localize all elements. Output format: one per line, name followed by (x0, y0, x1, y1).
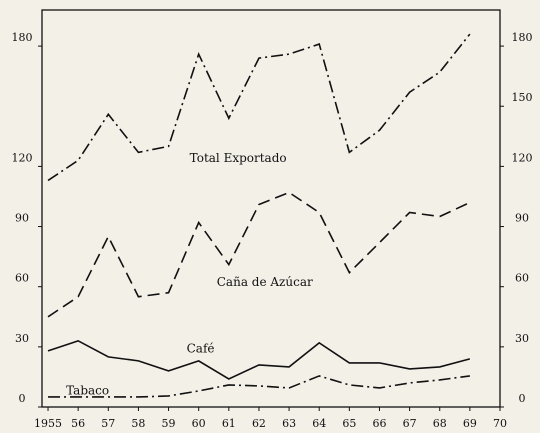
series-label: Café (187, 341, 215, 355)
x-tick-label: 60 (192, 417, 206, 430)
x-tick-label: 56 (71, 417, 85, 430)
x-tick-label: 57 (101, 417, 115, 430)
x-tick-label: 68 (433, 417, 447, 430)
x-tick-label: 69 (463, 417, 477, 430)
y2-tick-label: 120 (512, 151, 533, 164)
series-line (48, 375, 470, 398)
y-tick-label: 60 (15, 272, 29, 285)
y2-tick-label: 90 (515, 212, 529, 225)
x-tick-label: 70 (493, 417, 507, 430)
y-tick-label: 90 (15, 212, 29, 225)
series-line (47, 339, 471, 380)
series-label: Total Exportado (190, 151, 287, 165)
x-tick-label: 61 (222, 417, 236, 430)
series-line (47, 191, 471, 318)
x-tick-label: 63 (282, 417, 296, 430)
series-line (47, 33, 471, 182)
y2-tick-label: 30 (515, 332, 529, 345)
x-tick-label: 62 (252, 417, 266, 430)
y2-tick-label: 180 (512, 31, 533, 44)
x-tick-label: 59 (162, 417, 176, 430)
y2-tick-label: 0 (519, 392, 526, 405)
y-tick-label: 180 (12, 31, 33, 44)
x-tick-label: 58 (131, 417, 145, 430)
x-tick-label: 1955 (34, 417, 62, 430)
y-tick-label: 0 (19, 392, 26, 405)
y-tick-label: 30 (15, 332, 29, 345)
x-tick-label: 67 (403, 417, 417, 430)
y2-tick-label: 60 (515, 272, 529, 285)
x-tick-label: 64 (312, 417, 326, 430)
x-tick-label: 65 (342, 417, 356, 430)
x-tick-label: 66 (372, 417, 386, 430)
y-tick-label: 120 (12, 151, 33, 164)
y2-tick-label: 150 (512, 91, 533, 104)
series-label: Caña de Azúcar (217, 275, 313, 289)
series-label: Tabaco (66, 383, 109, 397)
plot-frame (41, 9, 501, 408)
